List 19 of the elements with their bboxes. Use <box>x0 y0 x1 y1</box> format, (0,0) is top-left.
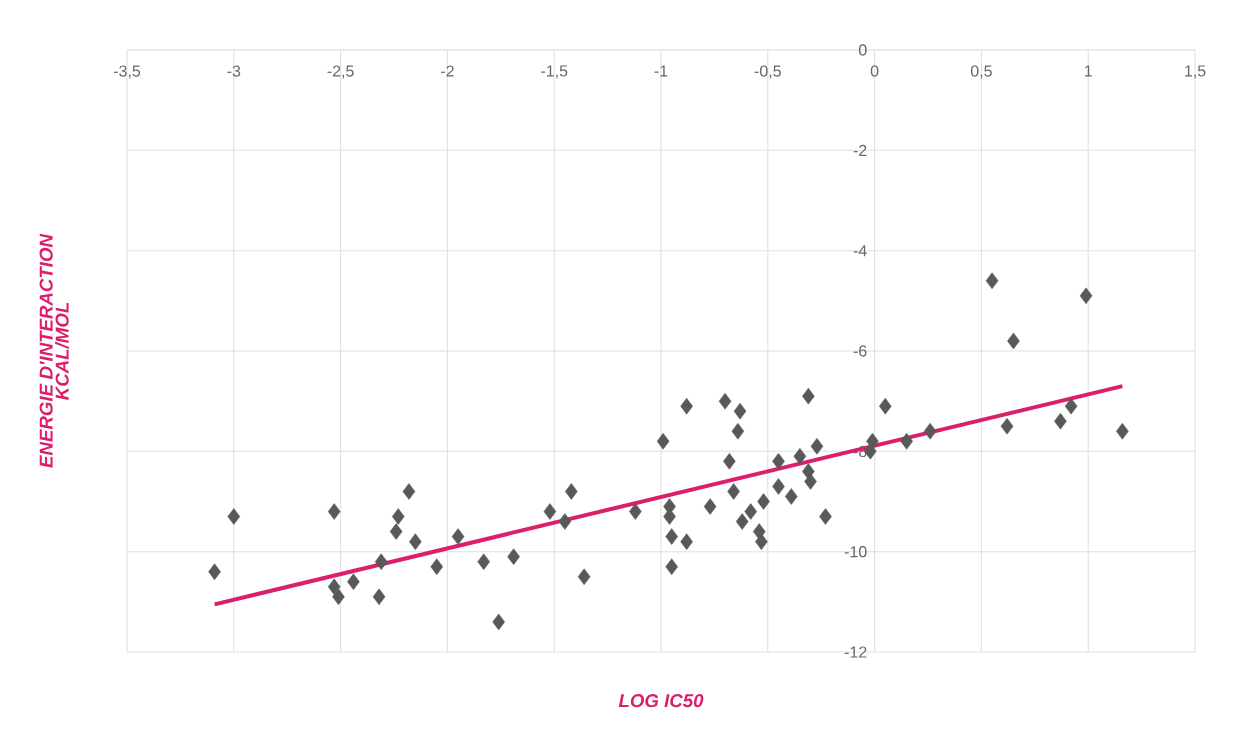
x-tick-label: -3,5 <box>113 65 141 79</box>
x-tick-label: -2 <box>441 65 454 77</box>
x-tick-label: 0,5 <box>970 65 992 79</box>
x-tick-label: -1,5 <box>541 65 568 79</box>
y-tick-label: -2 <box>853 144 867 156</box>
x-tick-label: -1 <box>654 65 668 77</box>
y-axis-title: ENERGIE D'INTERACTION KCAL/MOL <box>39 233 69 468</box>
x-tick-label: 1,5 <box>1185 65 1206 79</box>
x-tick-label: -0,5 <box>754 65 781 79</box>
x-axis-title: LOG IC50 <box>618 694 704 708</box>
x-tick-label: 1 <box>1084 65 1092 77</box>
y-tick-label: -4 <box>853 245 867 257</box>
x-tick-label: -3 <box>227 65 241 77</box>
y-tick-label: -12 <box>844 646 867 658</box>
x-tick-label: 0 <box>870 65 879 77</box>
y-tick-label: 0 <box>858 44 867 56</box>
y-tick-label: -6 <box>853 345 867 357</box>
y-tick-label: -10 <box>844 546 867 558</box>
x-tick-label: -2,5 <box>327 65 354 79</box>
